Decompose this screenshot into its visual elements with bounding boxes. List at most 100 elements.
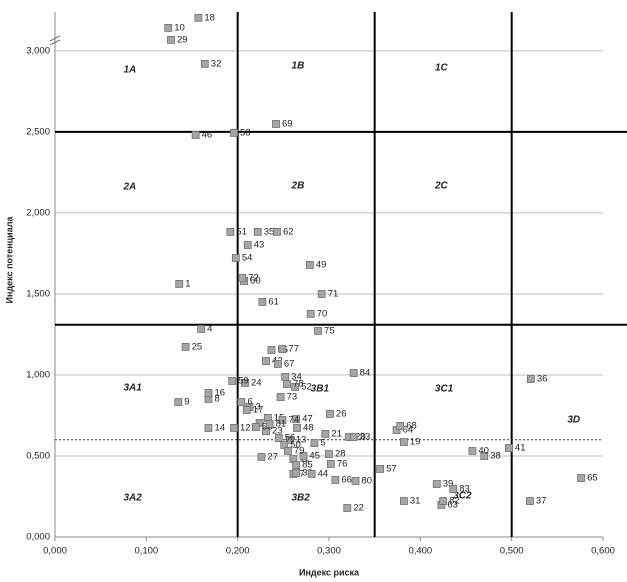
zone-label: 2C [434,181,449,192]
point [231,254,240,262]
point [291,383,300,391]
point-label: 59 [238,375,249,386]
point-label: 3 [256,402,261,413]
point [299,452,308,460]
y-tick-label: 1,000 [26,369,50,380]
point [468,447,477,455]
point-label: 26 [336,409,347,420]
point [281,373,290,381]
x-tick-label: 0,500 [500,546,524,557]
point [230,128,238,137]
point [265,419,274,428]
axis-break [49,35,61,46]
point-label: 85 [302,460,313,471]
point-label: 12 [240,422,251,433]
point [181,343,190,351]
point-label: 30 [302,468,313,479]
point [314,326,322,335]
point-label: 74 [288,415,299,426]
point [305,261,314,269]
point [396,422,405,430]
point [241,379,249,387]
point [283,380,291,388]
point [243,241,252,249]
point-label: 47 [302,414,313,425]
point-label: 81 [276,418,287,429]
point-label: 67 [284,358,295,369]
point [331,476,340,484]
point-label: 28 [335,449,346,460]
point-label: 8 [214,393,219,404]
point-label: 54 [242,252,253,263]
point-label: 52 [301,381,312,392]
point [191,131,200,139]
point-label: 20 [355,432,366,443]
y-tick-label: 2,000 [26,207,50,218]
point [326,460,335,468]
y-tick-label: 1,500 [26,288,50,299]
point-label: 22 [353,503,364,514]
point [306,309,315,318]
point-label: 39 [443,479,454,490]
point [349,433,358,441]
point-label: 34 [291,371,302,382]
point [351,477,360,485]
point-label: 23 [272,426,283,437]
point-label: 82 [449,496,460,507]
x-tick-label: 0,400 [408,546,432,557]
point [449,485,458,493]
point-label: 78 [293,379,304,390]
zone-label: 3A1 [123,383,142,394]
x-tick-label: 0,600 [591,546,615,557]
point-label: 6 [247,397,252,408]
x-tick-label: 0,300 [317,546,341,557]
y-axis-title: Индекс потенциала [4,216,14,304]
point-label: 80 [361,475,372,486]
point-label: 24 [251,377,262,388]
point-label: 16 [214,387,225,398]
point [272,120,280,128]
point [204,389,213,397]
y-tick-label: 0,500 [26,450,50,461]
point-label: 49 [316,259,327,270]
point [174,398,183,406]
point [526,375,535,383]
point-label: 7 [299,468,304,479]
point [432,480,441,488]
point-label: 66 [341,474,352,485]
point-label: 45 [309,450,320,461]
point [349,369,358,377]
zone-label: 3B1 [311,384,330,395]
point [167,35,175,44]
point [292,461,301,469]
point-label: 9 [184,397,189,408]
x-tick-label: 0,000 [43,546,67,557]
point [293,424,301,432]
point [274,434,283,442]
point [204,424,213,432]
point-label: 77 [288,344,299,355]
point [164,23,173,32]
point-label: 50 [290,439,301,450]
point [321,430,330,438]
point-label: 37 [536,496,547,507]
point-label: 62 [283,226,294,237]
y-tick-label: 2,500 [26,126,50,137]
point-label: 72 [248,272,259,283]
point-label: 35 [264,226,275,237]
point [326,410,334,418]
point-label: 61 [268,296,279,307]
point-label: 13 [296,434,307,445]
point [278,416,287,424]
point-label: 18 [204,12,215,23]
point [258,297,267,306]
point-label: 68 [406,421,417,432]
point [399,497,408,505]
point-label: 38 [490,450,501,461]
point [262,357,270,365]
point-label: 36 [537,374,548,385]
point-label: 14 [214,422,225,433]
point-label: 5 [320,438,325,449]
zone-label: 3D [567,415,580,426]
point [285,436,294,444]
